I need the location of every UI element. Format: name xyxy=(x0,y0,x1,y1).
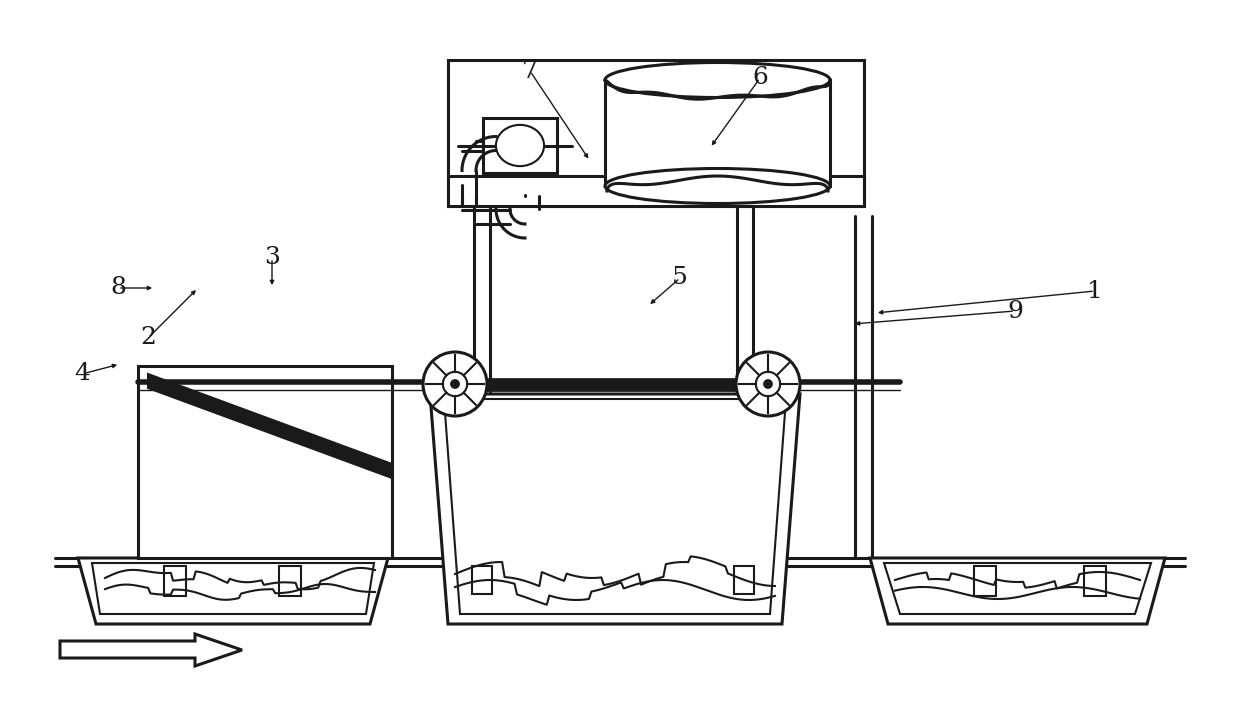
Circle shape xyxy=(423,352,487,416)
Text: 5: 5 xyxy=(672,266,688,289)
Bar xyxy=(973,566,996,596)
Polygon shape xyxy=(60,634,242,666)
Text: 8: 8 xyxy=(110,277,126,299)
Circle shape xyxy=(451,380,459,388)
Bar xyxy=(448,176,864,206)
Text: 1: 1 xyxy=(1087,280,1102,302)
Polygon shape xyxy=(148,374,392,478)
Polygon shape xyxy=(444,399,786,614)
Bar xyxy=(279,566,301,596)
Text: 2: 2 xyxy=(140,326,156,349)
Bar xyxy=(472,566,492,594)
Bar xyxy=(605,80,830,186)
Bar xyxy=(734,566,754,594)
Polygon shape xyxy=(92,563,374,614)
Circle shape xyxy=(764,380,771,388)
Text: 4: 4 xyxy=(74,362,91,385)
Bar xyxy=(164,566,186,596)
Polygon shape xyxy=(870,558,1166,624)
Bar xyxy=(1084,566,1106,596)
Bar xyxy=(138,366,392,558)
Ellipse shape xyxy=(605,169,830,203)
Bar xyxy=(448,60,864,206)
Circle shape xyxy=(756,372,780,396)
Polygon shape xyxy=(430,394,800,624)
Text: 3: 3 xyxy=(264,246,280,270)
Circle shape xyxy=(443,372,467,396)
Bar xyxy=(455,378,768,391)
Ellipse shape xyxy=(605,63,830,97)
Bar xyxy=(512,140,528,150)
Ellipse shape xyxy=(496,125,544,166)
Circle shape xyxy=(737,352,800,416)
Text: 7: 7 xyxy=(522,59,538,83)
Text: 6: 6 xyxy=(753,66,768,90)
Polygon shape xyxy=(78,558,388,624)
Bar xyxy=(484,118,557,173)
Text: 9: 9 xyxy=(1007,299,1023,323)
Polygon shape xyxy=(884,563,1151,614)
